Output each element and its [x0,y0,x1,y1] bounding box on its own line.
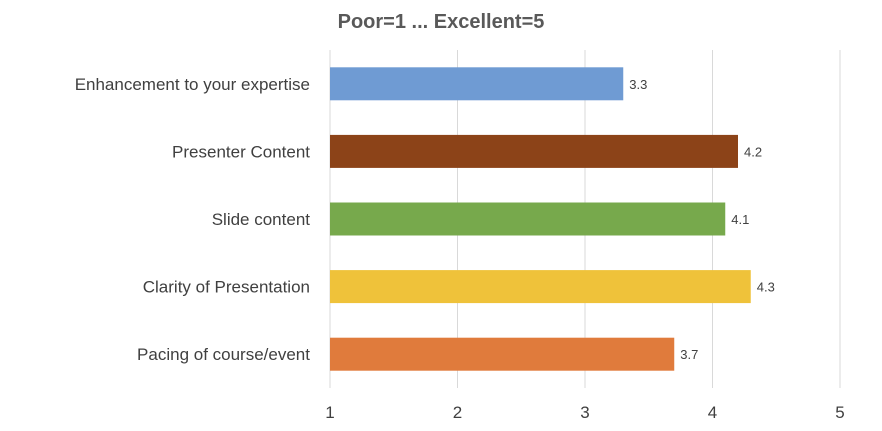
chart-title: Poor=1 ... Excellent=5 [338,11,545,33]
category-label: Pacing of course/event [137,345,310,364]
category-label: Enhancement to your expertise [75,75,310,94]
data-label: 3.7 [680,347,698,362]
bar [330,270,751,304]
x-tick-label: 3 [580,403,589,422]
data-labels: 3.3 4.2 4.1 4.3 3.7 [629,77,775,362]
data-label: 3.3 [629,77,647,92]
category-label: Slide content [212,210,311,229]
data-label: 4.3 [757,280,775,295]
x-tick-label: 4 [708,403,717,422]
bar [330,67,624,101]
category-label: Presenter Content [172,142,310,161]
x-tick-label: 1 [325,403,334,422]
bar [330,337,675,371]
category-label: Clarity of Presentation [143,278,310,297]
data-label: 4.2 [744,144,762,159]
x-tick-label: 5 [835,403,844,422]
bar [330,134,738,168]
x-axis-tick-labels: 1 2 3 4 5 [325,403,844,422]
data-label: 4.1 [731,212,749,227]
bars [330,67,751,371]
x-tick-label: 2 [453,403,462,422]
bar [330,202,726,236]
category-labels: Enhancement to your expertise Presenter C… [75,75,311,364]
